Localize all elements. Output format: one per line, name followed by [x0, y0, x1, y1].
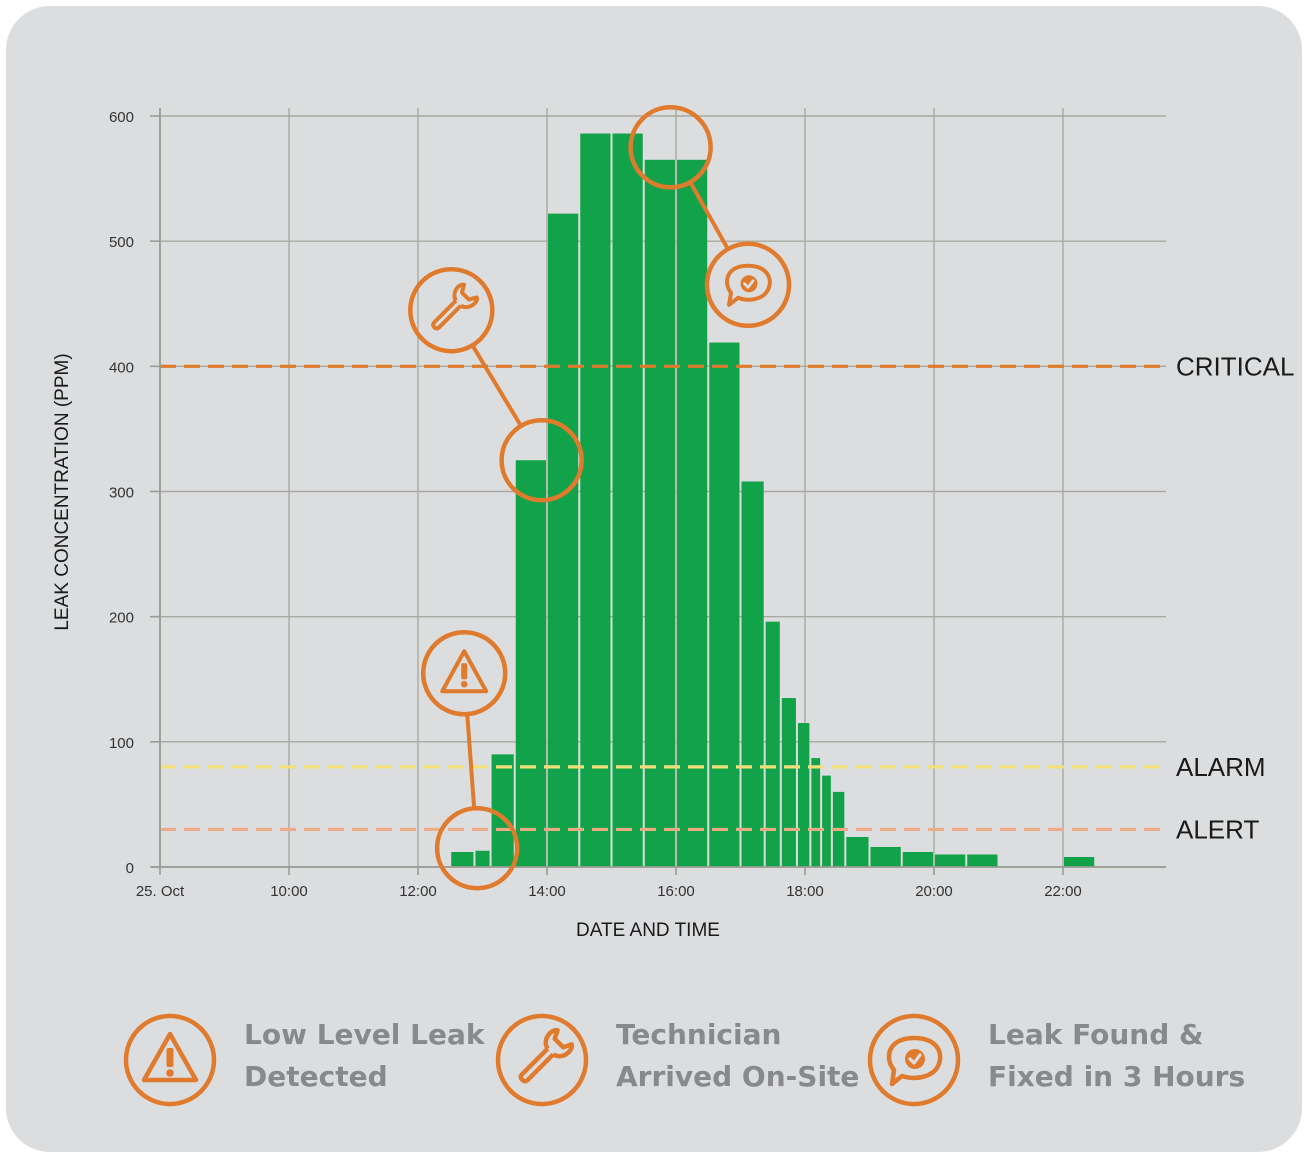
chat-check-icon	[704, 241, 792, 329]
bar	[967, 854, 998, 867]
bar	[644, 159, 675, 867]
highlight-circle	[499, 417, 584, 503]
x-tick-label: 25. Oct	[136, 883, 185, 900]
y-tick-label: 500	[109, 234, 134, 251]
annotation-chat-check	[628, 105, 792, 329]
x-tick-label: 22:00	[1044, 883, 1082, 900]
threshold-lines: CRITICAL ALARM ALERT	[160, 351, 1294, 844]
y-tick-label: 600	[109, 109, 134, 126]
bar	[475, 850, 490, 867]
bar	[741, 481, 764, 867]
y-tick-label: 300	[109, 485, 134, 502]
legend-line-1: Low Level Leak	[244, 1018, 485, 1051]
y-tick-label: 400	[109, 359, 134, 376]
annotation-warning	[420, 629, 520, 891]
x-tick-label: 18:00	[786, 883, 824, 900]
annotations	[408, 105, 792, 891]
y-tick-label: 0	[126, 860, 134, 877]
callout-line	[688, 182, 729, 249]
x-tick-label: 20:00	[915, 883, 953, 900]
x-tick-label: 12:00	[399, 883, 437, 900]
legend-line-1: Technician	[616, 1018, 782, 1051]
y-tick-label: 100	[109, 735, 134, 752]
axes: 0 100 200 300 400 500 600 25. Oct 10:00 12:00 14:0…	[109, 108, 1166, 900]
bar	[797, 723, 810, 867]
bar	[846, 836, 869, 867]
callout-line	[471, 346, 523, 427]
bar	[935, 854, 966, 867]
leak-concentration-chart: CRITICAL ALARM ALERT 0 100 200 300 400 500 600 25…	[52, 105, 1294, 941]
threshold-label: CRITICAL	[1176, 351, 1294, 381]
callout-line	[465, 715, 477, 808]
wrench-icon	[408, 266, 495, 354]
highlight-circle	[434, 805, 520, 891]
bar	[709, 342, 740, 868]
warning-icon	[123, 1013, 217, 1107]
legend-line-2: Arrived On-Site	[616, 1060, 860, 1093]
bar	[781, 698, 796, 867]
x-axis-title: DATE AND TIME	[576, 920, 720, 941]
bars	[451, 133, 1095, 868]
bar	[580, 133, 611, 868]
x-tick-label: 16:00	[657, 883, 695, 900]
x-tick-label: 14:00	[528, 883, 566, 900]
y-axis-title: LEAK CONCENTRATION (PPM)	[52, 353, 73, 630]
y-tick-label: 200	[109, 610, 134, 627]
threshold-label: ALERT	[1176, 814, 1259, 844]
annotation-wrench	[408, 266, 584, 503]
bar	[515, 460, 546, 867]
bar	[765, 621, 780, 867]
bar	[451, 851, 474, 867]
bar	[1064, 856, 1095, 867]
bar	[822, 775, 831, 867]
legend-line-2: Fixed in 3 Hours	[988, 1060, 1246, 1093]
warning-icon	[420, 629, 508, 717]
legend-line-2: Detected	[244, 1060, 388, 1093]
wrench-icon	[495, 1013, 589, 1107]
bar	[811, 758, 821, 867]
bar	[612, 133, 643, 868]
bar	[902, 851, 933, 867]
bar	[870, 846, 901, 867]
chat-check-icon	[867, 1013, 961, 1107]
threshold-label: ALARM	[1176, 752, 1266, 782]
highlight-circle	[628, 105, 713, 190]
bar	[548, 213, 579, 867]
legend-line-1: Leak Found &	[988, 1018, 1204, 1051]
bar	[677, 159, 708, 867]
x-tick-label: 10:00	[270, 883, 308, 900]
bar	[491, 754, 514, 867]
